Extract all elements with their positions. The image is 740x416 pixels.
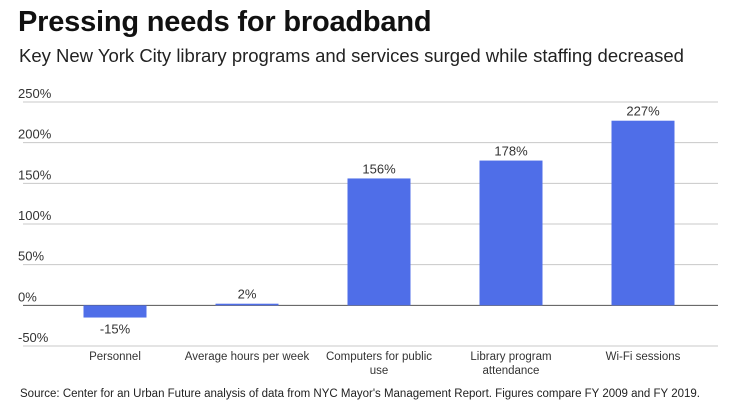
y-tick-label: 0%	[18, 289, 37, 304]
bar	[215, 303, 279, 306]
source-note: Source: Center for an Urban Future analy…	[20, 388, 700, 400]
bar	[347, 178, 411, 306]
data-label: -15%	[100, 322, 131, 337]
y-tick-label: 200%	[18, 127, 52, 142]
data-label: 178%	[494, 144, 528, 159]
x-tick-label: Library program	[470, 351, 551, 363]
data-label: 156%	[362, 161, 396, 176]
x-tick-label: attendance	[483, 365, 540, 377]
bar	[83, 305, 147, 318]
chart-title: Pressing needs for broadband	[18, 6, 432, 38]
y-tick-label: 100%	[18, 208, 52, 223]
y-tick-label: 150%	[18, 167, 52, 182]
data-label: 227%	[626, 104, 660, 119]
y-tick-label: -50%	[18, 330, 49, 345]
x-tick-label: Wi-Fi sessions	[606, 351, 681, 363]
y-tick-label: 250%	[18, 86, 52, 101]
y-tick-label: 50%	[18, 249, 44, 264]
x-tick-label: use	[370, 365, 389, 377]
bar	[611, 120, 675, 306]
data-label: 2%	[238, 287, 257, 302]
chart-subtitle: Key New York City library programs and s…	[19, 45, 684, 66]
x-tick-label: Computers for public	[326, 351, 432, 363]
bar	[479, 160, 543, 306]
x-tick-label: Average hours per week	[185, 351, 310, 363]
x-tick-label: Personnel	[89, 351, 141, 363]
